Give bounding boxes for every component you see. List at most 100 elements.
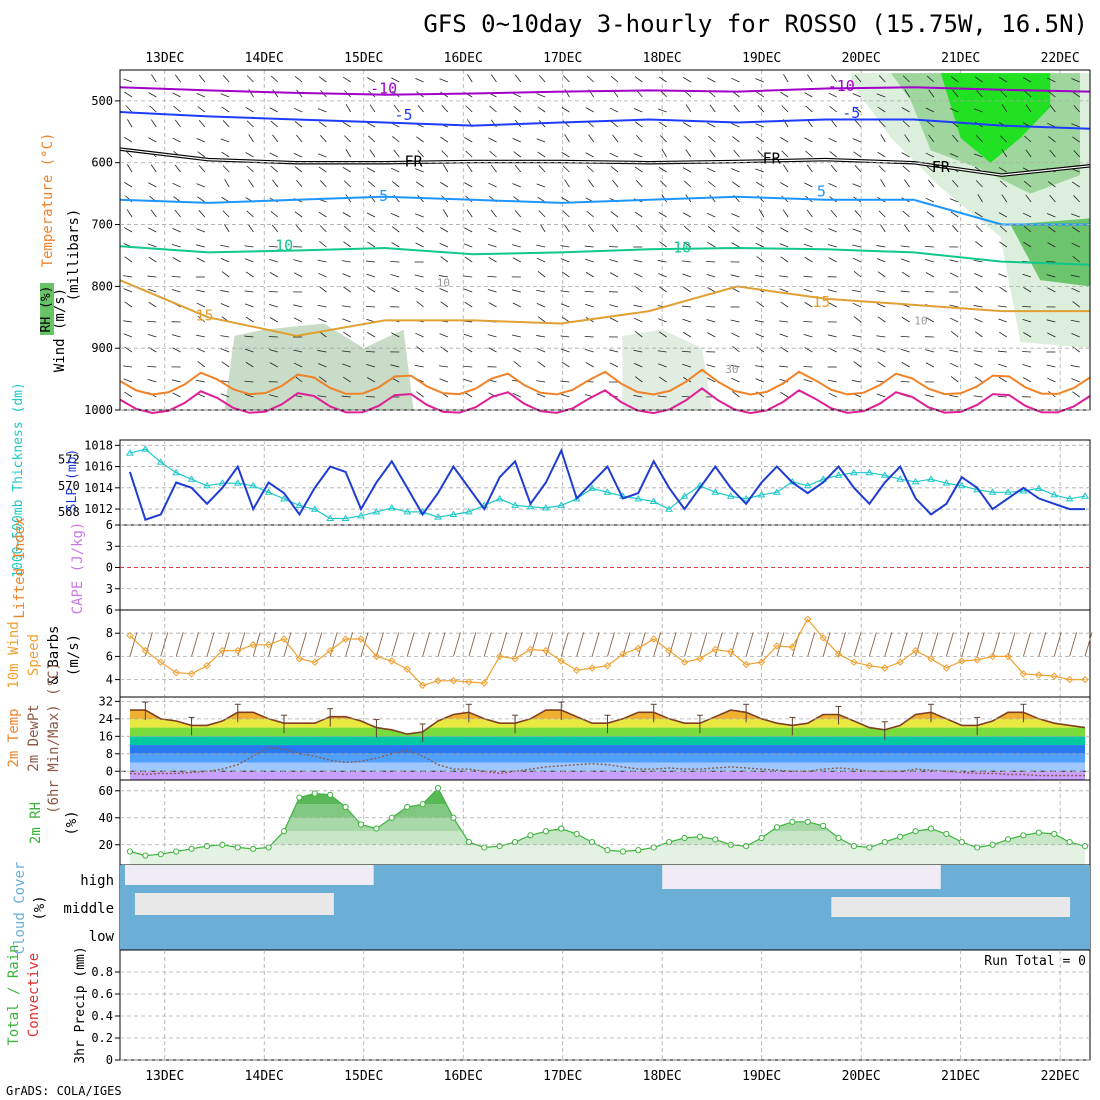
upper-wind-barb [123, 78, 133, 83]
wind10m-barb [391, 632, 400, 657]
upper-wind-barb [659, 241, 667, 248]
wind10m-marker [403, 665, 411, 673]
upper-wind-barb [756, 91, 765, 98]
upper-wind-barb [488, 257, 497, 263]
upper-wind-barb [172, 227, 181, 233]
upper-wind-barb [684, 135, 692, 143]
upper-wind-barb [440, 346, 449, 353]
upper-wind-barb [973, 305, 983, 308]
upper-wind-barb [1049, 104, 1056, 113]
wind10m-barb [684, 632, 692, 657]
wind10m-barb [884, 632, 893, 657]
axis-label-upper-wind: Wind (m/s) [52, 288, 68, 372]
upper-wind-barb [417, 104, 424, 113]
upper-wind-barb [587, 224, 595, 233]
upper-wind-barb [1024, 135, 1032, 143]
upper-wind-barb [949, 153, 959, 158]
thickness-marker [1050, 490, 1059, 498]
upper-wind-barb [293, 107, 303, 113]
upper-wind-barb [756, 301, 765, 308]
upper-wind-barb [586, 75, 594, 83]
thickness-marker [1065, 494, 1074, 502]
upper-wind-barb [901, 152, 910, 158]
wind10m-marker [973, 656, 981, 664]
thickness-marker [927, 475, 935, 482]
upper-wind-barb [467, 74, 473, 83]
upper-wind-barb [511, 334, 521, 338]
contour-label: -5 [842, 104, 860, 122]
upper-wind-barb [296, 134, 303, 143]
rh2m-marker [635, 847, 642, 854]
upper-wind-barb [463, 333, 473, 338]
upper-wind-barb [658, 273, 667, 278]
upper-wind-barb [196, 334, 205, 338]
upper-wind-barb [171, 334, 181, 338]
upper-wind-barb [173, 105, 181, 113]
upper-wind-barb [366, 212, 376, 218]
upper-wind-barb [974, 272, 983, 278]
thickness-marker [834, 471, 843, 478]
upper-wind-barb [588, 134, 595, 143]
upper-wind-barb [220, 335, 230, 338]
upper-wind-barb [999, 180, 1008, 188]
upper-wind-barb [853, 151, 862, 158]
cloud-clear-mid-1 [134, 893, 334, 915]
upper-wind-barb [367, 286, 376, 293]
contour-label: 30 [725, 363, 738, 376]
upper-wind-barb [489, 105, 497, 113]
rh2m-marker [558, 825, 565, 832]
upper-wind-barb [147, 275, 157, 278]
upper-wind-barb [877, 151, 886, 158]
wind10m-marker [819, 634, 827, 642]
wind10m-speed-line [129, 618, 1085, 687]
upper-wind-barb [538, 165, 546, 173]
upper-wind-barb [439, 333, 449, 338]
thickness-marker [742, 494, 751, 502]
wind10m-barb [160, 632, 169, 657]
upper-wind-barb [584, 348, 594, 353]
upper-wind-barb [657, 350, 667, 353]
x-date-label-top: 14DEC [245, 51, 284, 66]
upper-wind-barb [151, 74, 157, 83]
upper-wind-barb [949, 362, 959, 368]
wind10m-barb [653, 632, 662, 657]
upper-wind-barb [536, 380, 546, 383]
upper-wind-barb [464, 182, 473, 188]
upper-wind-barb [1000, 90, 1008, 98]
rh2m-marker [1004, 836, 1012, 843]
y-tick-label: 0.4 [91, 1009, 113, 1023]
x-date-label-bottom: 13DEC [145, 1069, 184, 1084]
wind10m-barb [591, 632, 600, 657]
rh2m-marker [434, 784, 442, 792]
upper-wind-barb [196, 302, 206, 308]
rh2m-marker [650, 844, 657, 851]
upper-wind-barb [949, 259, 959, 263]
upper-wind-barb [1047, 287, 1056, 293]
upper-wind-barb [222, 165, 230, 173]
upper-wind-barb [756, 256, 765, 263]
upper-wind-barb [464, 137, 473, 143]
upper-wind-barb [342, 376, 351, 383]
rh2m-marker [681, 834, 688, 842]
rh2m-marker [250, 845, 257, 852]
upper-wind-barb [683, 241, 692, 248]
x-date-label-top: 19DEC [742, 51, 781, 66]
upper-wind-barb [926, 166, 935, 173]
upper-wind-barb [244, 393, 254, 398]
temp2m-color-band [129, 727, 1086, 737]
upper-wind-barb [561, 106, 570, 113]
rh2m-panel: 20 40 60 [99, 779, 1091, 866]
upper-wind-barb [586, 210, 594, 218]
upper-wind-barb [1071, 123, 1080, 128]
upper-wind-barb [197, 316, 206, 323]
wind10m-marker [418, 681, 427, 690]
upper-wind-barb [269, 362, 278, 368]
y-tick-label: 6 [106, 603, 113, 617]
wind10m-marker [357, 635, 365, 643]
upper-wind-barb [222, 120, 230, 128]
upper-wind-barb [830, 119, 838, 128]
upper-wind-barb [1070, 365, 1080, 368]
upper-wind-barb [1046, 364, 1056, 368]
rh2m-marker [881, 838, 888, 846]
y-tick-label: 16 [99, 729, 113, 743]
